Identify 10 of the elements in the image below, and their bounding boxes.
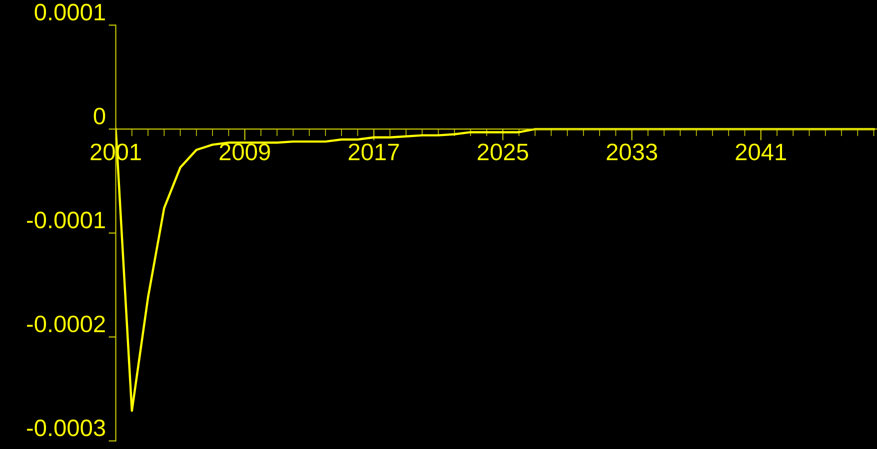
x-tick-label: 2017 (348, 144, 399, 160)
y-tick-label: -0.0001 (27, 212, 105, 228)
x-tick-label: 2009 (220, 144, 270, 160)
y-tick-label: -0.0002 (27, 316, 105, 332)
x-tick-label: 2033 (606, 144, 658, 160)
y-tick-label: 0.0001 (34, 4, 105, 20)
y-tick-label: 0 (94, 108, 106, 124)
x-tick-label: 2025 (478, 144, 528, 160)
y-tick-label: -0.0003 (27, 420, 106, 436)
x-tick-label: 2041 (736, 144, 786, 160)
